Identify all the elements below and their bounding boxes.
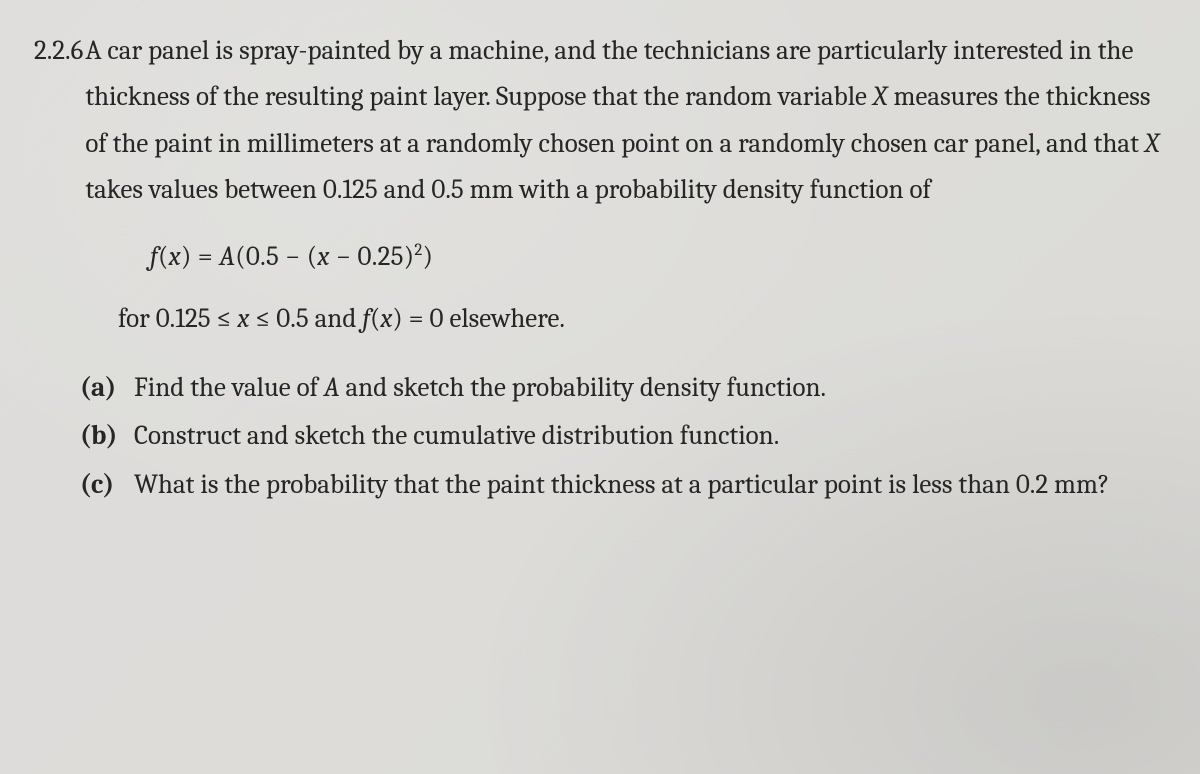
- part-text: Construct and sketch the cumulative dist…: [134, 413, 1166, 459]
- part-a: (a) Find the value of A and sketch the p…: [80, 365, 1166, 411]
- problem-stem: 2.2.6 A car panel is spray-painted by a …: [34, 28, 1166, 214]
- pdf-domain-line: for 0.125 ≤ x ≤ 0.5 and f(x) = 0 elsewhe…: [118, 296, 1166, 342]
- part-b: (b) Construct and sketch the cumulative …: [80, 413, 1166, 459]
- part-label: (a): [80, 365, 134, 411]
- part-text: What is the probability that the paint t…: [134, 462, 1166, 508]
- part-text: Find the value of A and sketch the proba…: [134, 365, 1166, 411]
- part-label: (c): [80, 462, 134, 508]
- pdf-formula: f(x) = A(0.5 − (x − 0.25)2): [150, 234, 1166, 280]
- part-label: (b): [80, 413, 134, 459]
- part-c: (c) What is the probability that the pai…: [80, 462, 1166, 508]
- problem-stem-text: A car panel is spray-painted by a machin…: [85, 28, 1166, 214]
- problem-block: 2.2.6 A car panel is spray-painted by a …: [34, 28, 1166, 508]
- problem-number: 2.2.6: [34, 28, 85, 214]
- problem-parts: (a) Find the value of A and sketch the p…: [80, 365, 1166, 508]
